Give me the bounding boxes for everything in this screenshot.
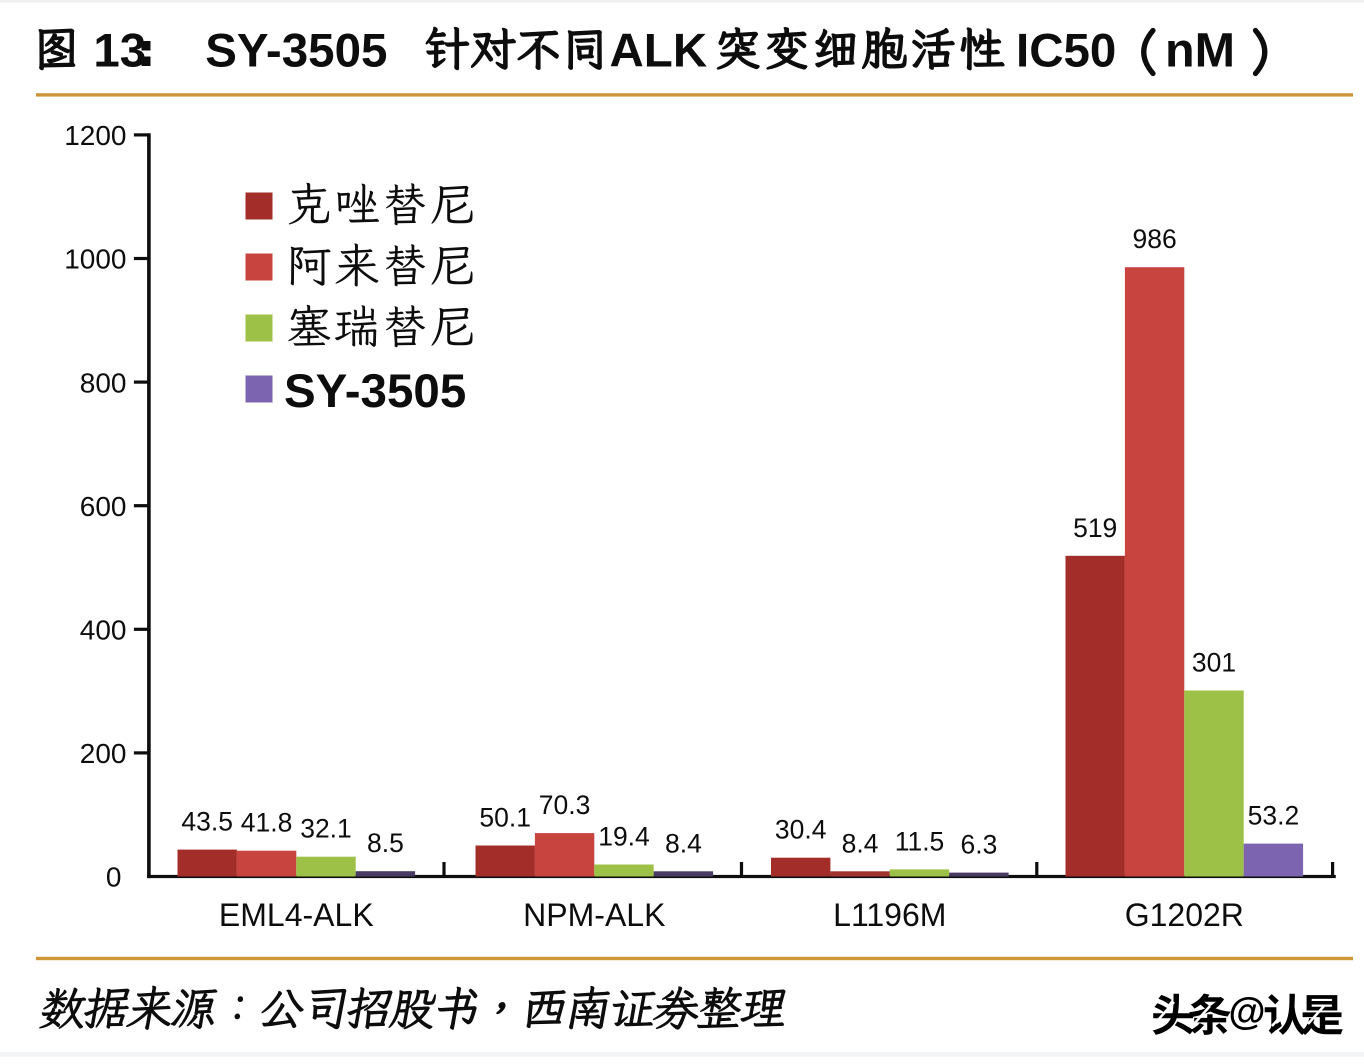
svg-text:0: 0 [106, 862, 122, 893]
svg-text:8.4: 8.4 [842, 828, 879, 858]
svg-text:600: 600 [80, 491, 127, 522]
svg-text:11.5: 11.5 [895, 826, 945, 856]
svg-text:50.1: 50.1 [479, 803, 531, 833]
svg-text:400: 400 [80, 615, 127, 646]
svg-text:1000: 1000 [64, 244, 126, 275]
svg-text:13: 13 [93, 25, 146, 78]
svg-text:IC50: IC50 [1016, 25, 1116, 78]
svg-text:43.5: 43.5 [181, 807, 233, 837]
svg-text:986: 986 [1132, 224, 1176, 254]
svg-text:8.4: 8.4 [665, 828, 702, 858]
svg-text:G1202R: G1202R [1125, 897, 1244, 933]
svg-text:SY-3505: SY-3505 [205, 25, 387, 78]
svg-text:EML4-ALK: EML4-ALK [219, 897, 374, 933]
svg-text:519: 519 [1073, 513, 1117, 543]
svg-text:800: 800 [80, 367, 127, 398]
svg-text:NPM-ALK: NPM-ALK [523, 897, 665, 933]
svg-text:nM: nM [1165, 24, 1235, 78]
svg-text:70.3: 70.3 [539, 790, 591, 820]
svg-text:ALK: ALK [610, 25, 708, 78]
svg-text:SY-3505: SY-3505 [284, 365, 466, 418]
svg-text:1200: 1200 [64, 120, 126, 151]
svg-text:6.3: 6.3 [960, 830, 997, 860]
svg-text:30.4: 30.4 [775, 815, 827, 845]
svg-text:8.5: 8.5 [367, 828, 404, 858]
svg-text:L1196M: L1196M [833, 897, 946, 933]
svg-text:19.4: 19.4 [598, 822, 650, 852]
svg-text:200: 200 [80, 738, 127, 769]
svg-text:32.1: 32.1 [300, 814, 352, 844]
svg-text:41.8: 41.8 [241, 808, 293, 838]
svg-text:301: 301 [1192, 647, 1236, 677]
svg-text:53.2: 53.2 [1248, 801, 1300, 831]
